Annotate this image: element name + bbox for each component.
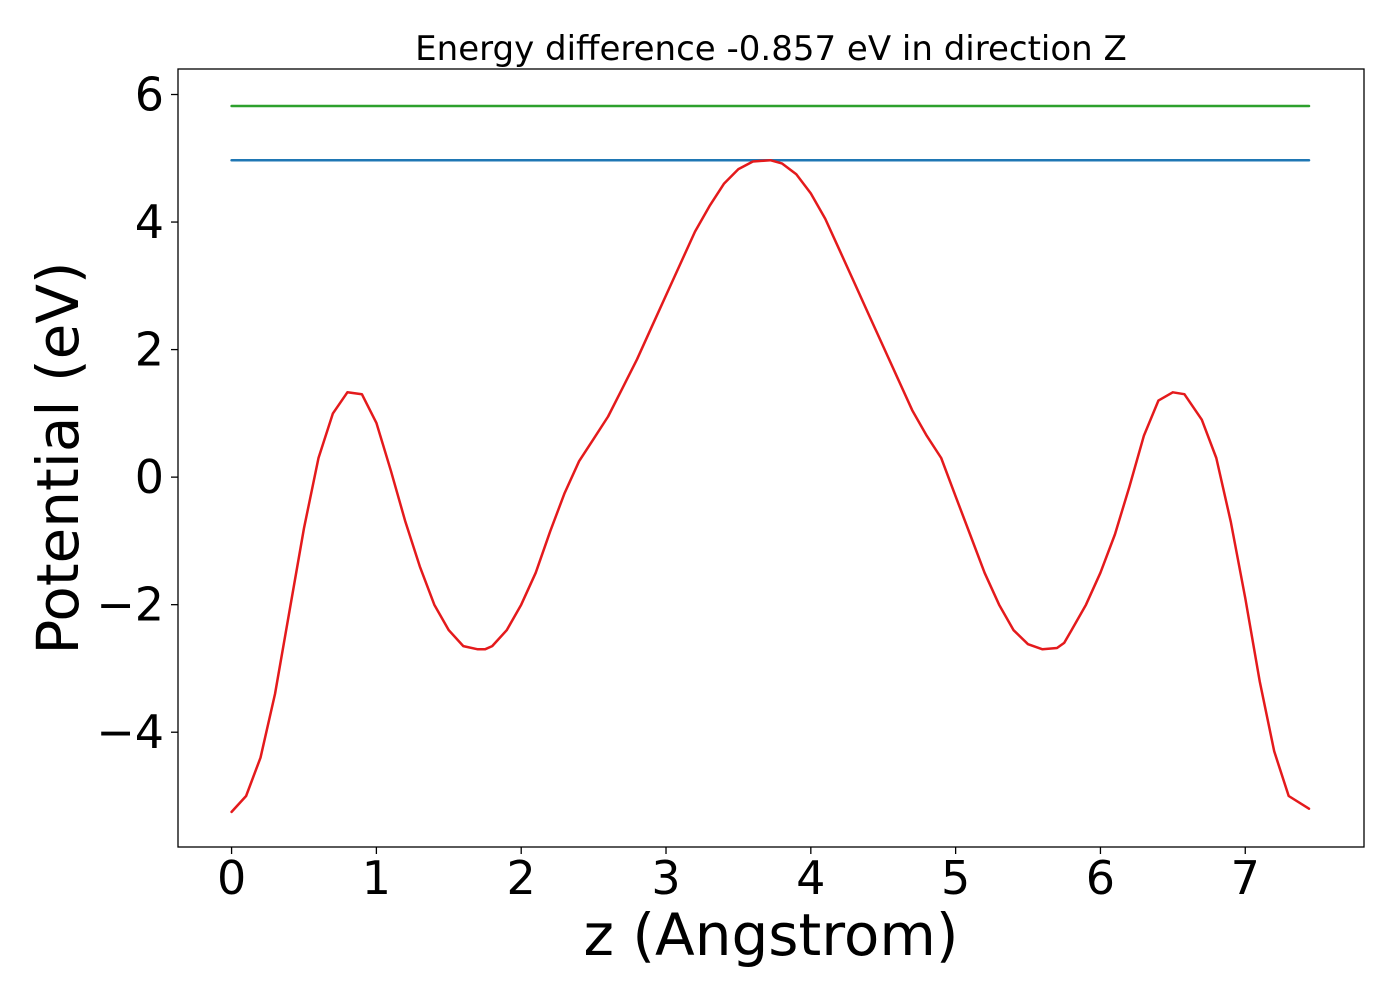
y-tick-label: 6 (135, 68, 164, 122)
series-layer (230, 104, 1311, 814)
x-axis: 0 1 2 3 4 5 6 7 (217, 847, 1260, 905)
x-axis-label: z (Angstrom) (584, 901, 959, 969)
x-tick-label: 5 (941, 851, 970, 905)
x-tick-label: 1 (362, 851, 391, 905)
y-tick-label: 2 (135, 323, 164, 377)
y-tick-label: −4 (96, 705, 164, 759)
y-tick-label: 0 (135, 450, 164, 504)
plot-area-frame (177, 68, 1365, 848)
y-tick-label: 4 (135, 195, 164, 249)
x-tick-label: 6 (1086, 851, 1115, 905)
x-tick-label: 7 (1231, 851, 1260, 905)
x-tick-label: 4 (796, 851, 825, 905)
y-tick-label: −2 (96, 578, 164, 632)
y-axis-label: Potential (eV) (24, 261, 92, 654)
chart-title: Energy difference -0.857 eV in direction… (415, 29, 1127, 69)
x-tick-label: 3 (651, 851, 680, 905)
x-tick-label: 0 (217, 851, 246, 905)
y-axis: −4 −2 0 2 4 6 (96, 68, 178, 759)
x-tick-label: 2 (507, 851, 536, 905)
series-line-3 (230, 158, 1311, 814)
